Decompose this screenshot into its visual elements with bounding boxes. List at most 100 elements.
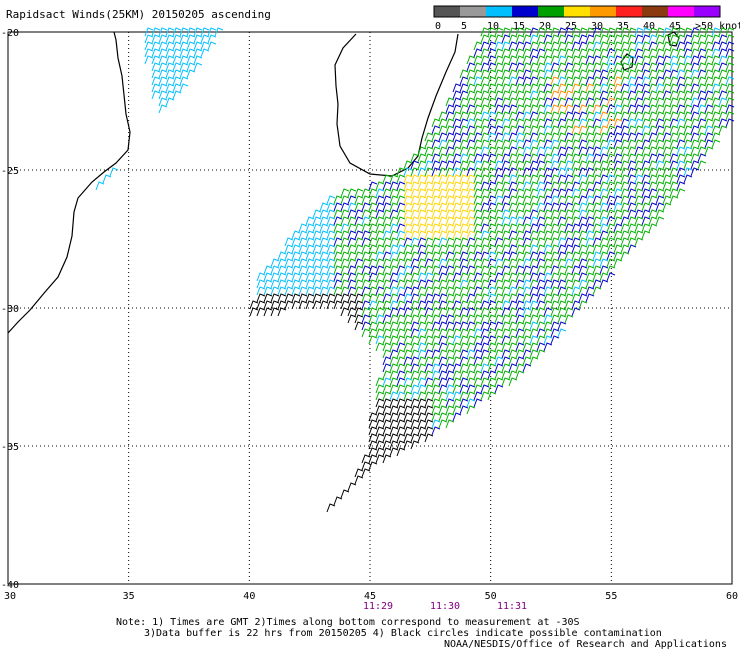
wind-barb	[431, 118, 441, 128]
legend-swatch	[538, 6, 564, 17]
wind-barb	[606, 62, 616, 72]
wind-barb	[606, 139, 616, 149]
wind-barb	[683, 118, 693, 128]
wind-barb	[403, 328, 413, 338]
wind-barb	[354, 475, 364, 485]
wind-barb	[452, 370, 462, 380]
wind-barb	[473, 118, 483, 128]
wind-barb	[522, 48, 532, 58]
wind-barb	[480, 55, 490, 65]
wind-barb	[375, 216, 385, 226]
wind-barb	[690, 146, 700, 156]
wind-barb	[459, 97, 469, 107]
wind-barb	[382, 356, 392, 366]
wind-barb	[403, 433, 413, 443]
wind-barb	[424, 188, 434, 198]
wind-barb	[494, 293, 504, 303]
wind-barb	[347, 307, 357, 317]
wind-barb	[536, 132, 546, 142]
wind-barb	[354, 223, 364, 233]
wind-barb	[382, 188, 392, 198]
wind-barb	[487, 132, 497, 142]
wind-barb	[599, 62, 609, 72]
wind-barb	[613, 258, 623, 268]
wind-barb	[655, 195, 665, 205]
wind-barb	[571, 237, 581, 247]
wind-barb	[417, 174, 427, 184]
wind-barb	[151, 34, 161, 44]
wind-barb	[550, 195, 560, 205]
wind-barb	[410, 286, 420, 296]
wind-barb	[655, 97, 665, 107]
wind-barb	[396, 188, 406, 198]
wind-barb	[648, 174, 658, 184]
legend-tick-label: 0	[435, 21, 441, 32]
wind-barb	[494, 209, 504, 219]
wind-barb	[655, 111, 665, 121]
wind-barb	[389, 391, 399, 401]
wind-barb	[634, 125, 644, 135]
wind-barb	[466, 286, 476, 296]
wind-barb	[557, 279, 567, 289]
wind-barb	[487, 293, 497, 303]
wind-barb	[585, 251, 595, 261]
wind-barb	[410, 440, 420, 450]
wind-barb	[585, 244, 595, 254]
wind-barb	[480, 328, 490, 338]
wind-barb	[333, 293, 343, 303]
wind-barb	[396, 174, 406, 184]
wind-barb	[326, 272, 336, 282]
wind-barb	[186, 41, 196, 51]
wind-barb	[522, 251, 532, 261]
wind-barb	[487, 146, 497, 156]
wind-barb	[592, 139, 602, 149]
wind-barb	[508, 139, 518, 149]
wind-barb	[501, 104, 511, 114]
wind-barb	[494, 27, 504, 37]
wind-barb	[515, 370, 525, 380]
wind-barb	[655, 118, 665, 128]
wind-barb	[179, 62, 189, 72]
wind-barb	[557, 174, 567, 184]
wind-barb	[634, 223, 644, 233]
wind-barb	[382, 181, 392, 191]
wind-barb	[529, 202, 539, 212]
wind-barb	[403, 356, 413, 366]
wind-barb	[445, 349, 455, 359]
wind-barb	[445, 118, 455, 128]
wind-barb	[459, 153, 469, 163]
wind-barb	[144, 27, 154, 37]
wind-barb	[515, 34, 525, 44]
wind-barb	[697, 139, 707, 149]
wind-barb	[529, 342, 539, 352]
wind-barb	[543, 125, 553, 135]
wind-barb	[690, 97, 700, 107]
wind-barb	[725, 62, 735, 72]
wind-barb	[410, 412, 420, 422]
wind-barb	[564, 167, 574, 177]
wind-barb	[508, 230, 518, 240]
wind-barb	[410, 321, 420, 331]
wind-barb	[340, 300, 350, 310]
wind-barb	[375, 230, 385, 240]
wind-barb	[641, 146, 651, 156]
wind-barb	[529, 160, 539, 170]
wind-barb	[382, 279, 392, 289]
wind-barb	[480, 132, 490, 142]
wind-barb	[291, 265, 301, 275]
wind-barb	[452, 244, 462, 254]
wind-barb	[578, 146, 588, 156]
wind-barb	[669, 83, 679, 93]
wind-barb	[550, 55, 560, 65]
wind-barb	[445, 97, 455, 107]
wind-barb	[711, 104, 721, 114]
wind-barb	[648, 202, 658, 212]
wind-barb	[585, 174, 595, 184]
wind-barb	[620, 48, 630, 58]
wind-barb	[515, 272, 525, 282]
wind-barb	[459, 195, 469, 205]
wind-barb	[536, 286, 546, 296]
wind-barb	[494, 41, 504, 51]
wind-barb	[473, 146, 483, 156]
wind-barb	[312, 244, 322, 254]
